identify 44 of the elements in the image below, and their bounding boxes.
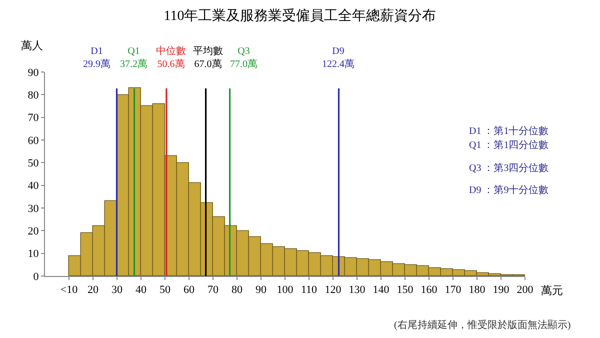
x-tick-label: 60: [184, 284, 195, 296]
x-tick-label: 190: [492, 284, 510, 296]
x-tick-label: 140: [372, 284, 390, 296]
x-tick-label: 170: [444, 284, 462, 296]
ref-line-label: D9 122.4萬: [322, 46, 354, 70]
y-axis-title: 萬人: [21, 39, 43, 52]
y-tick-label: 30: [28, 202, 40, 215]
x-tick-label: 200: [516, 284, 534, 296]
x-tick-label: 130: [348, 284, 366, 296]
ref-line-label: Q3 77.0萬: [230, 46, 258, 70]
ref-line-label: 平均數 67.0萬: [193, 45, 223, 70]
ref-line-label: D1 29.9萬: [83, 46, 110, 70]
x-tick-label: 80: [232, 284, 243, 296]
x-tick-label: 120: [324, 284, 342, 296]
y-tick-label: 50: [28, 158, 40, 170]
x-tick-label: 110: [300, 284, 318, 296]
y-tick-label: 10: [28, 248, 40, 260]
y-tick-label: 80: [28, 90, 40, 102]
y-tick-label: 60: [28, 134, 40, 147]
y-tick-label: 40: [28, 180, 40, 192]
text: (右尾持續延伸，惟受限於版面無法顯示): [394, 319, 571, 331]
x-tick-label: <10: [60, 284, 78, 296]
annotation: D9 ：第9十分位數: [469, 184, 549, 196]
y-tick-label: 20: [28, 226, 40, 238]
x-tick-label: 160: [420, 284, 438, 296]
annotation: Q3 ：第3四分位數: [469, 162, 549, 174]
x-tick-label: 20: [88, 284, 99, 296]
x-tick-label: 100: [276, 284, 294, 296]
ref-line-label: 中位數 50.6萬: [156, 45, 186, 70]
x-tick-label: 180: [468, 284, 486, 296]
y-tick-label: 0: [33, 270, 40, 283]
x-tick-label: 30: [112, 284, 123, 296]
x-tick-label: 70: [208, 284, 219, 296]
x-tick-label: 40: [136, 284, 147, 296]
y-tick-label: 70: [28, 112, 40, 124]
chart-title: 110年工業及服務業受僱員工全年總薪資分布: [164, 8, 436, 24]
x-tick-label: 50: [160, 284, 171, 296]
x-tick-label: 150: [396, 284, 414, 296]
x-axis-title: 萬元: [541, 284, 563, 297]
y-tick-label: 90: [28, 66, 40, 79]
ref-line-label: Q1 37.2萬: [120, 46, 148, 70]
annotation: Q1 ：第1四分位數: [469, 139, 549, 151]
x-tick-label: 90: [256, 284, 267, 296]
annotation: D1 ：第1十分位數: [469, 125, 549, 137]
